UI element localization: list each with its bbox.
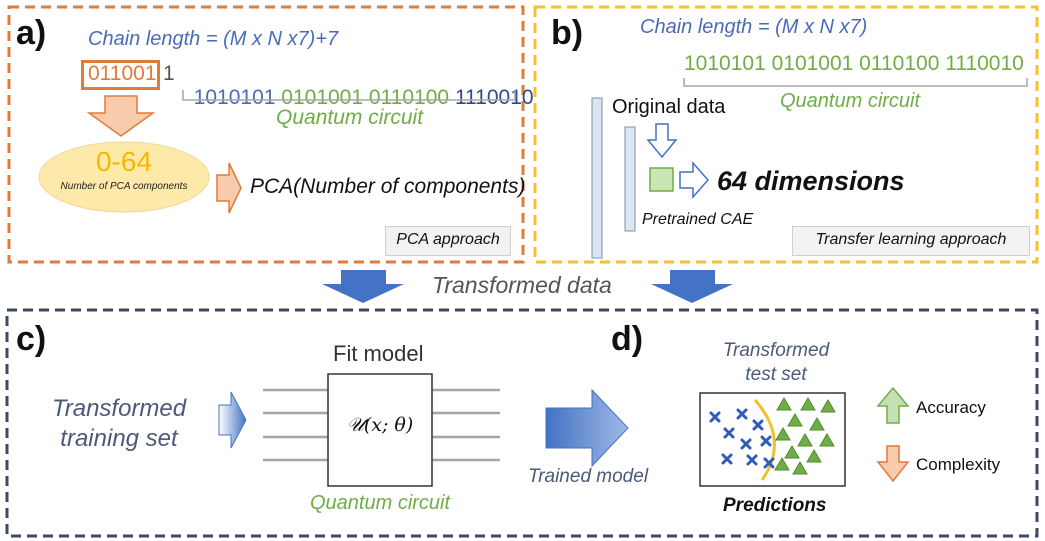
- panel-c-label: c): [16, 320, 47, 358]
- panel-d-label: d): [611, 320, 644, 358]
- panel-b-label: b): [551, 14, 584, 52]
- bit-group-2: 0101001: [281, 86, 364, 109]
- test-set-line2: test set: [745, 364, 807, 385]
- pca-text: PCA(Number of components): [250, 175, 526, 198]
- bit-group-4: 1110010: [454, 86, 534, 109]
- highlight-bits: 011001: [88, 62, 157, 85]
- complexity-label: Complexity: [916, 455, 1001, 474]
- pretrained-cae: Pretrained CAE: [642, 211, 754, 228]
- highlight-bits-box: [81, 60, 160, 90]
- original-data: Original data: [612, 96, 726, 118]
- panel-b-bits: 1010101 0101001 0110100 1110010: [684, 52, 1024, 75]
- training-set-line2: training set: [60, 425, 178, 452]
- pca-approach-tag: PCA approach: [385, 226, 511, 256]
- predictions-label: Predictions: [723, 495, 827, 516]
- bit-group-3: 0110100: [368, 86, 450, 109]
- training-set-line1: Transformed: [51, 395, 187, 422]
- bits-rest: 1: [163, 62, 181, 85]
- test-set-label: Transformed test set: [706, 339, 846, 387]
- accuracy-label: Accuracy: [916, 398, 986, 417]
- fit-model-label: Fit model: [333, 341, 424, 366]
- pca-range: 0-64: [95, 146, 153, 177]
- panel-a-chain-length: Chain length = (M x N x7)+7: [88, 28, 339, 50]
- bit-group-1: 1010101: [193, 86, 276, 109]
- panel-a-quantum-circuit: Quantum circuit: [276, 106, 424, 129]
- cross-mark: [709, 411, 721, 423]
- panel-b-quantum-circuit: Quantum circuit: [780, 90, 921, 112]
- training-set-label: Transformed training set: [34, 394, 204, 454]
- trained-model-label: Trained model: [528, 466, 649, 487]
- unitary-label: 𝒰(x; θ): [346, 414, 414, 436]
- dimensions: 64 dimensions: [717, 166, 905, 196]
- transformed-data-label: Transformed data: [432, 272, 612, 298]
- panel-a-label: a): [16, 14, 47, 52]
- bit-groups: 1010101 0101001 0110100 1110010: [182, 62, 534, 110]
- panel-b-chain-length: Chain length = (M x N x7): [640, 16, 868, 38]
- transfer-learning-tag: Transfer learning approach: [792, 226, 1030, 256]
- pca-sub: Number of PCA components: [60, 181, 188, 192]
- panel-c-quantum-circuit: Quantum circuit: [310, 492, 451, 514]
- test-set-line1: Transformed: [722, 340, 830, 361]
